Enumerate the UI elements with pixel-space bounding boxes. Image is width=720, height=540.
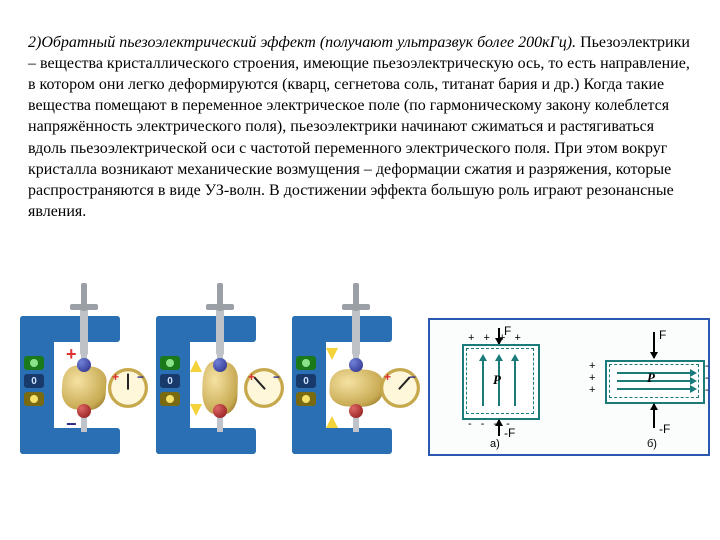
- lamp-yellow: [160, 392, 180, 406]
- indicator-lights: 0: [296, 356, 316, 406]
- arrows-outward: [329, 360, 335, 416]
- lamp-zero: 0: [296, 374, 316, 388]
- press-neutral: 0 + − + −: [16, 310, 144, 460]
- force-label-bottom: -F: [504, 426, 515, 440]
- force-arrow-bottom: [498, 420, 500, 436]
- press-stretched: 0 + −: [288, 310, 416, 460]
- indicator-lights: 0: [24, 356, 44, 406]
- gauge: + −: [108, 368, 148, 408]
- paragraph: 2)Обратный пьезоэлектрический эффект (по…: [28, 32, 692, 222]
- lamp-zero: 0: [24, 374, 44, 388]
- ball-bot: [349, 404, 363, 418]
- slide: 2)Обратный пьезоэлектрический эффект (по…: [0, 0, 720, 222]
- press-figures: 0 + − + − 0 + −: [16, 310, 416, 460]
- charges-right: - - -: [705, 360, 709, 396]
- indicator-lights: 0: [160, 356, 180, 406]
- gauge: + −: [244, 368, 284, 408]
- minus-sign: −: [66, 414, 77, 435]
- sublabel-a: а): [490, 438, 500, 450]
- arrows-inward: [193, 360, 199, 416]
- force-arrow-bottom: [653, 404, 655, 428]
- needle: [254, 377, 266, 390]
- ball-bot: [77, 404, 91, 418]
- polarization-diagrams: F + + + + P - - - - -F а) F + + + P - - …: [428, 318, 710, 456]
- body-text: Пьезоэлектрики – вещества кристаллическо…: [28, 34, 690, 220]
- panel-a: F + + + + P - - - - -F а): [438, 326, 563, 448]
- charges-left: + + +: [589, 360, 595, 396]
- charges-top: + + + +: [468, 332, 524, 344]
- screw: [352, 306, 360, 356]
- plus-sign: +: [66, 344, 77, 365]
- ball-bot: [213, 404, 227, 418]
- lamp-yellow: [296, 392, 316, 406]
- p-label: P: [493, 372, 501, 388]
- ball-top: [77, 358, 91, 372]
- ball-top: [213, 358, 227, 372]
- lead-text: 2)Обратный пьезоэлектрический эффект (по…: [28, 34, 576, 51]
- lamp-green: [296, 356, 316, 370]
- force-arrow-top: [653, 332, 655, 358]
- pol-arrow: [514, 360, 516, 406]
- force-label-bottom: -F: [659, 422, 670, 436]
- crystal: [329, 369, 384, 408]
- lamp-yellow: [24, 392, 44, 406]
- panel-b: F + + + P - - - -F б): [575, 326, 700, 448]
- press-compressed: 0 + −: [152, 310, 280, 460]
- p-label: P: [647, 370, 655, 386]
- sublabel-b: б): [647, 438, 657, 450]
- screw: [80, 306, 88, 356]
- gauge: + −: [380, 368, 420, 408]
- pol-arrow-h: [617, 388, 691, 390]
- lamp-green: [160, 356, 180, 370]
- lamp-zero: 0: [160, 374, 180, 388]
- needle: [127, 374, 129, 390]
- ball-top: [349, 358, 363, 372]
- force-label-top: F: [659, 328, 666, 342]
- pol-arrow: [482, 360, 484, 406]
- lamp-green: [24, 356, 44, 370]
- screw: [216, 306, 224, 356]
